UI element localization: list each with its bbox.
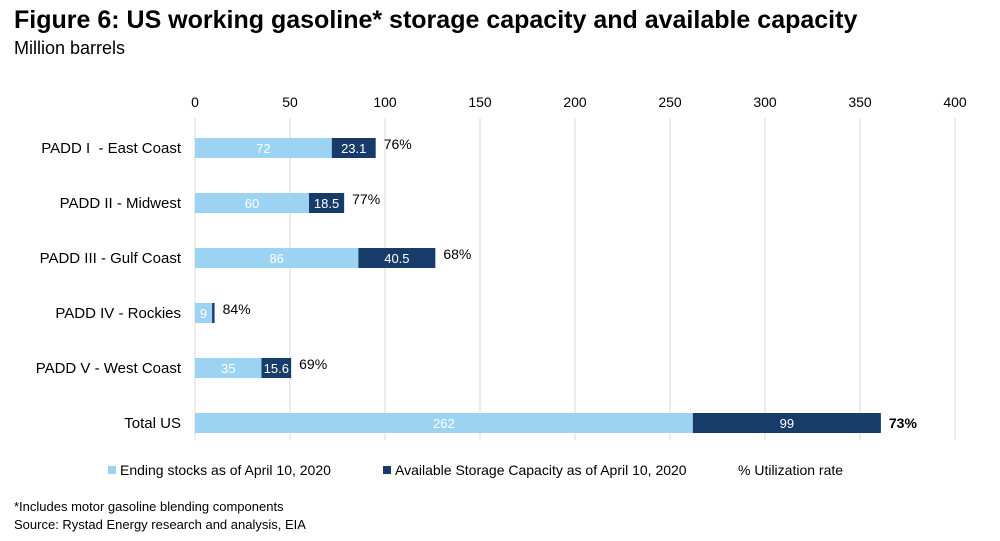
legend-item-ending-stocks: Ending stocks as of April 10, 2020: [108, 462, 331, 478]
bar-available-capacity: [331, 138, 376, 158]
utilization-label: 69%: [299, 356, 327, 372]
legend-label-utilization-rate: % Utilization rate: [738, 462, 844, 478]
utilization-label: 84%: [223, 301, 251, 317]
data-label-ending-stocks: 262: [433, 416, 455, 431]
x-tick-label: 350: [848, 94, 872, 110]
bar-available-capacity: [212, 303, 215, 323]
utilization-label: 77%: [352, 191, 380, 207]
bar-ending-stocks: [195, 138, 332, 158]
data-label-available-capacity: 99: [780, 416, 794, 431]
legend-item-utilization-rate: % Utilization rate: [738, 462, 843, 478]
chart-subtitle: Million barrels: [14, 38, 126, 58]
bar-ending-stocks: [195, 193, 309, 213]
bar-ending-stocks: [195, 413, 693, 433]
x-tick-label: 250: [658, 94, 682, 110]
data-label-ending-stocks: 60: [245, 196, 259, 211]
x-tick-label: 0: [191, 94, 199, 110]
footnote: *Includes motor gasoline blending compon…: [14, 499, 284, 514]
data-label-available-capacity: 18.5: [314, 196, 339, 211]
utilization-label: 73%: [889, 415, 918, 431]
bar-ending-stocks: [195, 358, 262, 378]
data-label-available-capacity: 15.6: [264, 361, 289, 376]
bar-available-capacity: [358, 248, 436, 268]
data-label-ending-stocks: 72: [256, 141, 270, 156]
chart-title: Figure 6: US working gasoline* storage c…: [14, 6, 858, 34]
utilization-label: 76%: [384, 136, 412, 152]
bar-ending-stocks: [195, 303, 213, 323]
data-label-ending-stocks: 86: [269, 251, 283, 266]
data-label-ending-stocks: 35: [221, 361, 235, 376]
utilization-label: 68%: [443, 246, 471, 262]
legend-swatch-ending-stocks: [108, 466, 116, 474]
bar-ending-stocks: [195, 248, 359, 268]
category-label: PADD V - West Coast: [36, 360, 182, 377]
x-tick-label: 100: [373, 94, 397, 110]
category-label: PADD III - Gulf Coast: [40, 250, 182, 267]
x-tick-label: 150: [468, 94, 492, 110]
bar-available-capacity: [261, 358, 292, 378]
category-label: PADD II - Midwest: [60, 195, 182, 212]
source-note: Source: Rystad Energy research and analy…: [14, 517, 306, 532]
x-tick-label: 400: [943, 94, 967, 110]
legend-item-available-capacity: Available Storage Capacity as of April 1…: [383, 462, 687, 478]
legend-label-available-capacity: Available Storage Capacity as of April 1…: [395, 462, 687, 478]
category-label: Total US: [124, 415, 181, 432]
x-tick-label: 50: [282, 94, 298, 110]
category-label: PADD IV - Rockies: [55, 305, 181, 322]
data-label-ending-stocks: 9: [200, 306, 207, 321]
legend-label-ending-stocks: Ending stocks as of April 10, 2020: [120, 462, 331, 478]
x-tick-label: 300: [753, 94, 777, 110]
bar-available-capacity: [309, 193, 345, 213]
data-label-available-capacity: 40.5: [384, 251, 409, 266]
x-tick-label: 200: [563, 94, 587, 110]
data-label-available-capacity: 23.1: [341, 141, 366, 156]
category-label: PADD I - East Coast: [41, 140, 182, 157]
legend-swatch-available-capacity: [383, 466, 391, 474]
bar-available-capacity: [692, 413, 881, 433]
